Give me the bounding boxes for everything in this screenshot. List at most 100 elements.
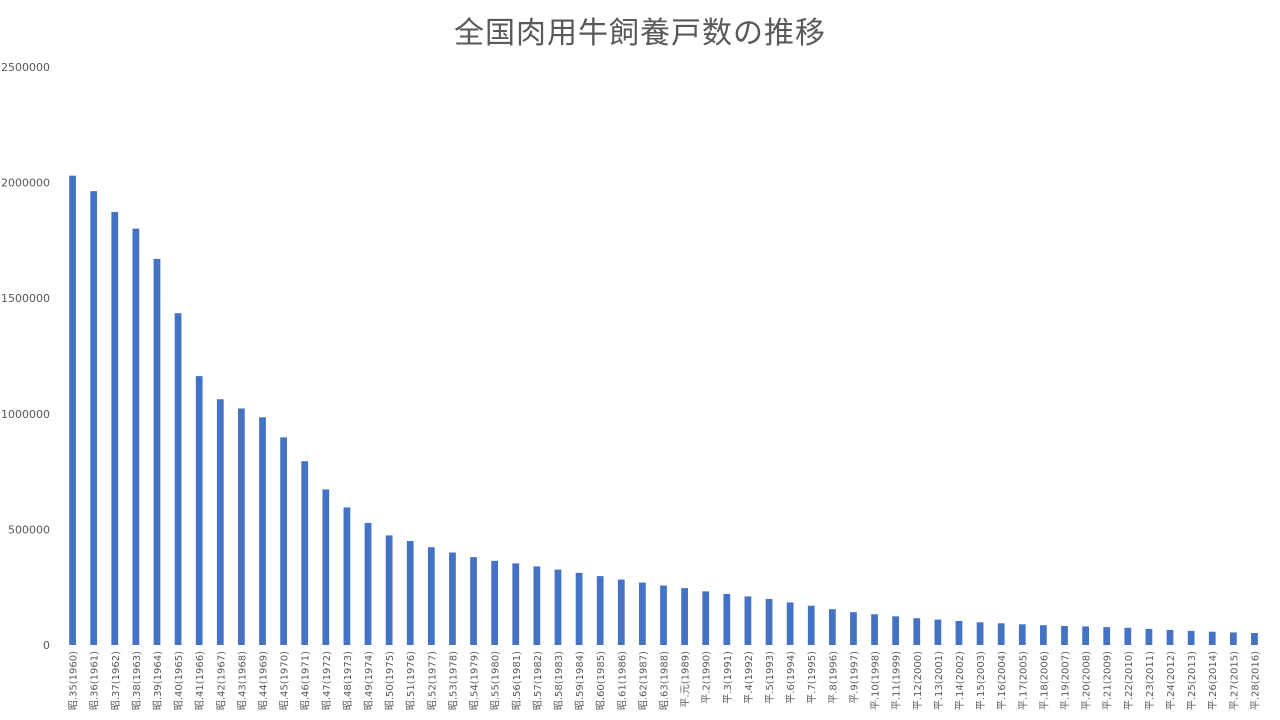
bar [1166, 629, 1174, 645]
x-tick-label: 平.25(2013) [1187, 651, 1198, 710]
x-tick-label: 平.28(2016) [1250, 651, 1261, 710]
x-tick-label: 平.17(2005) [1018, 651, 1029, 710]
y-tick-label: 500000 [8, 523, 50, 536]
x-tick-label: 平.13(2001) [934, 651, 945, 710]
bar [913, 618, 921, 645]
x-tick-label: 平.14(2002) [955, 651, 966, 710]
x-tick-label: 昭.53(1978) [447, 651, 459, 710]
y-tick-label: 1000000 [1, 408, 50, 421]
x-tick-label: 平.19(2007) [1061, 651, 1072, 710]
bar [174, 313, 182, 645]
bar [828, 609, 836, 645]
bar [132, 228, 140, 645]
x-tick-label: 昭.37(1962) [110, 651, 122, 710]
x-tick-label: 昭.47(1972) [321, 651, 333, 710]
y-tick-label: 1500000 [1, 292, 50, 305]
x-tick-label: 平.元(1989) [681, 651, 692, 708]
x-tick-label: 昭.57(1982) [532, 651, 544, 710]
x-tick-label: 昭.36(1961) [89, 651, 101, 710]
x-tick-label: 平.6(1994) [786, 651, 797, 704]
bar [195, 376, 203, 645]
x-tick-label: 昭.52(1977) [426, 651, 438, 710]
bar [1208, 631, 1216, 645]
x-tick-label: 昭.62(1987) [637, 651, 649, 710]
bar [1187, 630, 1195, 645]
x-tick-label: 平.9(1997) [849, 651, 860, 704]
bar [343, 507, 351, 645]
x-tick-label: 昭.59(1984) [574, 651, 586, 710]
bar [406, 540, 414, 645]
bar [259, 417, 266, 645]
x-tick-label: 平.12(2000) [913, 651, 924, 710]
x-tick-label: 平.18(2006) [1039, 651, 1050, 710]
bar [470, 557, 477, 645]
bar [1229, 632, 1237, 645]
x-tick-label: 平.3(1991) [723, 651, 734, 704]
x-tick-label: 昭.61(1986) [616, 651, 628, 710]
x-tick-label: 昭.50(1975) [384, 651, 396, 710]
bar [364, 522, 372, 645]
bar [111, 211, 119, 645]
bar [512, 563, 520, 645]
x-tick-label: 昭.35(1960) [68, 651, 80, 710]
x-tick-label: 昭.39(1964) [152, 651, 164, 710]
x-tick-label: 平.11(1999) [892, 651, 903, 710]
x-tick-label: 平.24(2012) [1166, 651, 1177, 710]
bar [786, 602, 794, 645]
bar [427, 547, 435, 645]
x-tick-label: 昭.49(1974) [363, 651, 375, 710]
x-tick-label: 平.7(1995) [807, 651, 818, 704]
bar [491, 560, 499, 645]
bar [850, 612, 857, 645]
x-tick-label: 昭.56(1981) [511, 651, 523, 710]
y-tick-label: 2000000 [1, 177, 50, 190]
bar [1082, 626, 1089, 645]
bar [639, 582, 646, 645]
x-tick-label: 昭.45(1970) [279, 651, 291, 710]
x-tick-label: 平.10(1998) [871, 651, 882, 710]
bar [997, 623, 1005, 645]
bar [575, 572, 583, 645]
bar [1061, 625, 1068, 645]
x-tick-label: 昭.58(1983) [553, 651, 565, 710]
x-tick-label: 平.2(1990) [702, 651, 713, 704]
x-tick-label: 昭.41(1966) [194, 651, 206, 710]
bar [892, 616, 900, 645]
bar [554, 569, 562, 645]
x-tick-label: 平.4(1992) [744, 651, 755, 704]
x-tick-label: 昭.60(1985) [595, 651, 607, 710]
bar [934, 619, 942, 645]
x-tick-label: 平.16(2004) [997, 651, 1008, 710]
bar [871, 614, 878, 645]
x-tick-label: 昭.55(1980) [490, 651, 502, 710]
bar [723, 593, 731, 645]
x-tick-label: 平.26(2014) [1208, 651, 1219, 710]
bar [90, 191, 98, 645]
bar [153, 258, 161, 645]
bar [238, 408, 245, 645]
x-tick-label: 昭.46(1971) [300, 651, 312, 710]
x-tick-label: 昭.54(1979) [469, 651, 481, 710]
bar [533, 566, 541, 645]
x-tick-label: 平.20(2008) [1082, 651, 1093, 710]
bar [681, 588, 688, 645]
chart-title: 全国肉用牛飼養戸数の推移 [454, 16, 826, 51]
x-tick-label: 昭.48(1973) [342, 651, 354, 710]
bar [807, 605, 815, 645]
bar [322, 489, 330, 645]
bar [765, 598, 773, 645]
x-tick-label: 昭.40(1965) [173, 651, 185, 710]
x-tick-label: 昭.44(1969) [258, 651, 270, 710]
bar [617, 579, 625, 645]
x-tick-label: 昭.38(1963) [131, 651, 143, 710]
x-tick-label: 平.8(1996) [828, 651, 839, 704]
bar [280, 437, 287, 645]
x-tick-label: 平.23(2011) [1145, 651, 1156, 710]
x-tick-label: 昭.42(1967) [215, 651, 227, 710]
bar [660, 585, 667, 645]
bar [744, 596, 752, 645]
y-tick-label: 0 [43, 639, 50, 652]
bar [955, 620, 963, 645]
bar [1251, 633, 1258, 645]
bar [702, 591, 710, 645]
